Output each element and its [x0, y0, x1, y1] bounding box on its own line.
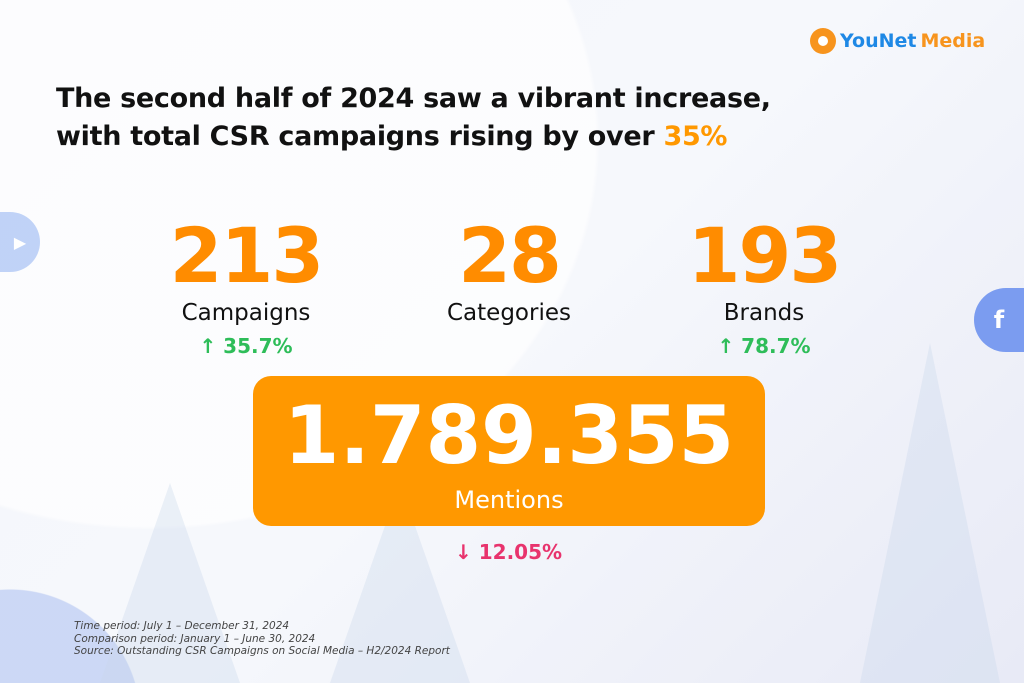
headline-highlight: 35%	[663, 121, 728, 152]
stat-change: ↑ 78.7%	[654, 334, 874, 358]
footnotes: Time period: July 1 – December 31, 2024 …	[74, 620, 450, 658]
note-time-period: Time period: July 1 – December 31, 2024	[74, 620, 290, 632]
mentions-label: Mentions	[454, 486, 564, 514]
stat-value: 28	[458, 211, 562, 300]
note-comparison-period: Comparison period: January 1 – June 30, …	[74, 632, 316, 645]
stat-change-value: 78.7%	[741, 334, 811, 358]
arrow-up-icon: ↑	[717, 334, 735, 358]
stat-value: 193	[687, 211, 843, 300]
mentions-change: ↓ 12.05%	[455, 540, 562, 564]
stat-campaigns: 213 Campaigns ↑ 35.7%	[136, 211, 356, 359]
bg-triangle	[860, 343, 1000, 683]
mentions-card: 1.789.355 Mentions	[253, 376, 765, 526]
headline: The second half of 2024 saw a vibrant in…	[56, 80, 956, 156]
headline-line2: with total CSR campaigns rising by over …	[56, 118, 956, 156]
stat-change: ↑ 35.7%	[136, 334, 356, 358]
stat-label: Campaigns	[181, 300, 311, 326]
younet-media-logo: YouNet Media	[810, 28, 985, 54]
bg-triangle	[100, 483, 240, 683]
stat-brands: 193 Brands ↑ 78.7%	[654, 211, 874, 359]
logo-text: Media	[920, 30, 986, 52]
stat-label: Brands	[723, 300, 805, 326]
mentions-change-value: 12.05%	[478, 540, 563, 564]
arrow-down-icon: ↓	[455, 540, 472, 564]
facebook-icon: f	[974, 288, 1024, 352]
stat-change-value: 35.7%	[223, 334, 293, 358]
stat-value: 213	[169, 211, 325, 300]
headline-line1: The second half of 2024 saw a vibrant in…	[56, 83, 771, 114]
stat-label: Categories	[447, 300, 571, 326]
note-source: Source: Outstanding CSR Campaigns on Soc…	[74, 645, 450, 657]
headline-text: with total CSR campaigns rising by over	[56, 121, 664, 152]
mentions-value: 1.789.355	[283, 389, 735, 482]
stat-categories: 28 Categories	[399, 211, 619, 327]
logo-text: YouNet	[840, 30, 917, 52]
youtube-icon: ▶	[0, 212, 40, 272]
logo-icon	[810, 28, 836, 54]
arrow-up-icon: ↑	[199, 334, 217, 358]
